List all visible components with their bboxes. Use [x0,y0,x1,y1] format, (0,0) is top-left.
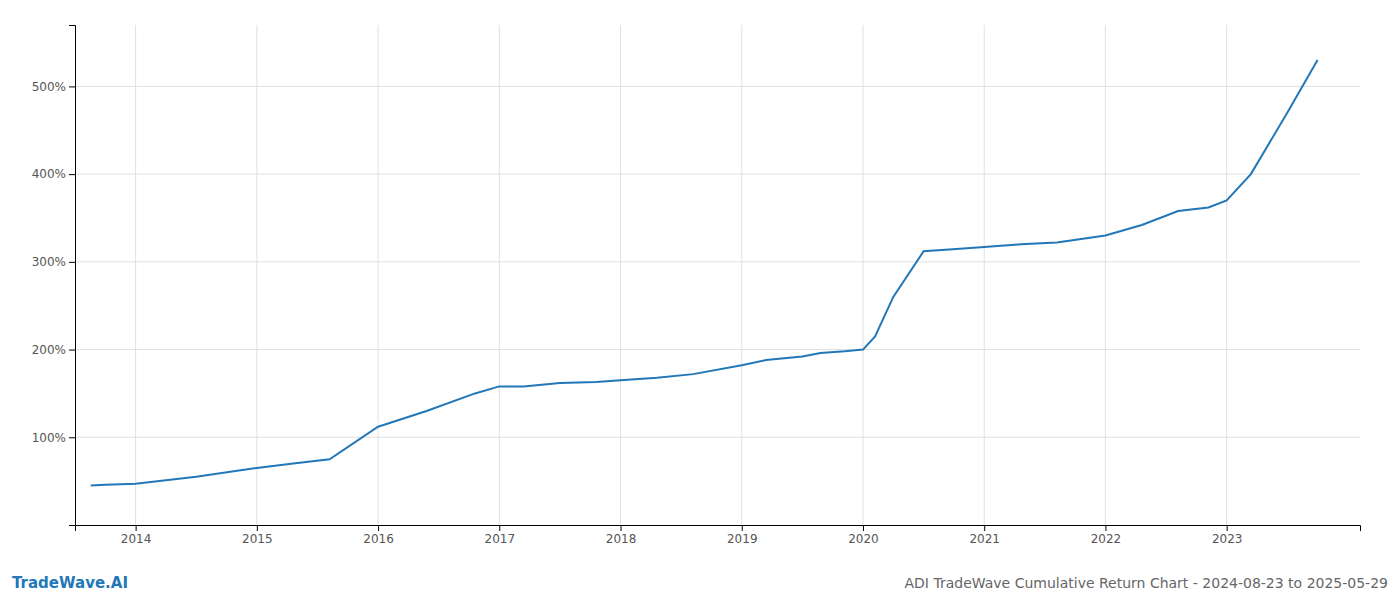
tick-mark [984,525,985,531]
plot: 2014 2015 2016 2017 2018 2019 2020 2021 2022 2023… [32,25,1361,546]
tick-label: 2022 [1091,532,1122,546]
tick: 500% [32,80,75,94]
grid-line [1105,25,1106,525]
tick-label: 2016 [363,532,394,546]
tick-label: 200% [32,343,66,357]
tick-label: 2021 [969,532,1000,546]
tick-mark [136,525,137,531]
tick-mark [69,86,75,87]
series [91,60,1318,485]
tick: 2021 [969,525,1000,546]
tick-mark [257,525,258,531]
grid-line [620,25,621,525]
tick: 400% [32,167,75,181]
tick-label: 2018 [606,532,637,546]
tick-mark [69,350,75,351]
tick: 2018 [606,525,637,546]
tick: 2022 [1091,525,1122,546]
tick: 2019 [727,525,758,546]
grid-line [741,25,742,525]
tick-mark [621,525,622,531]
tick-label: 2017 [485,532,516,546]
tick: 2015 [242,525,273,546]
tick: 2023 [1212,525,1243,546]
tick-mark [863,525,864,531]
watermark: TradeWave.AI [12,574,128,592]
tick-label: 2020 [848,532,879,546]
axis-line [76,526,1361,532]
axis-line [69,26,76,526]
grid-line [75,261,1360,262]
title: ADI TradeWave Cumulative Return Chart - … [904,575,1388,591]
grid-line [75,349,1360,350]
x-axis: 2014 2015 2016 2017 2018 2019 2020 2021 2022 2023 [76,525,1361,546]
tick: 2020 [848,525,879,546]
tick-mark [378,525,379,531]
tick-label: 100% [32,431,66,445]
tick: 200% [32,343,75,357]
grid-line [862,25,863,525]
tick-mark [1227,525,1228,531]
tick-label: 2014 [121,532,152,546]
grid-line [75,437,1360,438]
tick: 2014 [121,525,152,546]
tick-mark [69,174,75,175]
tick-mark [742,525,743,531]
tick-label: 2019 [727,532,758,546]
grid-line [1226,25,1227,525]
tick-label: 400% [32,167,66,181]
tick-label: 2015 [242,532,273,546]
grid-line [75,86,1360,87]
y-axis: 100% 200% 300% 400% 500% [32,26,76,526]
chart: 2014 2015 2016 2017 2018 2019 2020 2021 2022 2023… [0,0,1400,600]
tick: 2017 [485,525,516,546]
tick: 300% [32,255,75,269]
tick: 2016 [363,525,394,546]
grid-line [499,25,500,525]
grid-line [135,25,136,525]
grid-line [75,174,1360,175]
tick-mark [499,525,500,531]
tick-label: 300% [32,255,66,269]
tick-label: 2023 [1212,532,1243,546]
tick-mark [69,437,75,438]
grid-line [984,25,985,525]
grid-line [378,25,379,525]
line [91,60,1318,485]
tick-mark [69,262,75,263]
tick-label: 500% [32,80,66,94]
grid [75,25,1360,525]
grid-line [256,25,257,525]
tick-mark [1105,525,1106,531]
tick: 100% [32,431,75,445]
